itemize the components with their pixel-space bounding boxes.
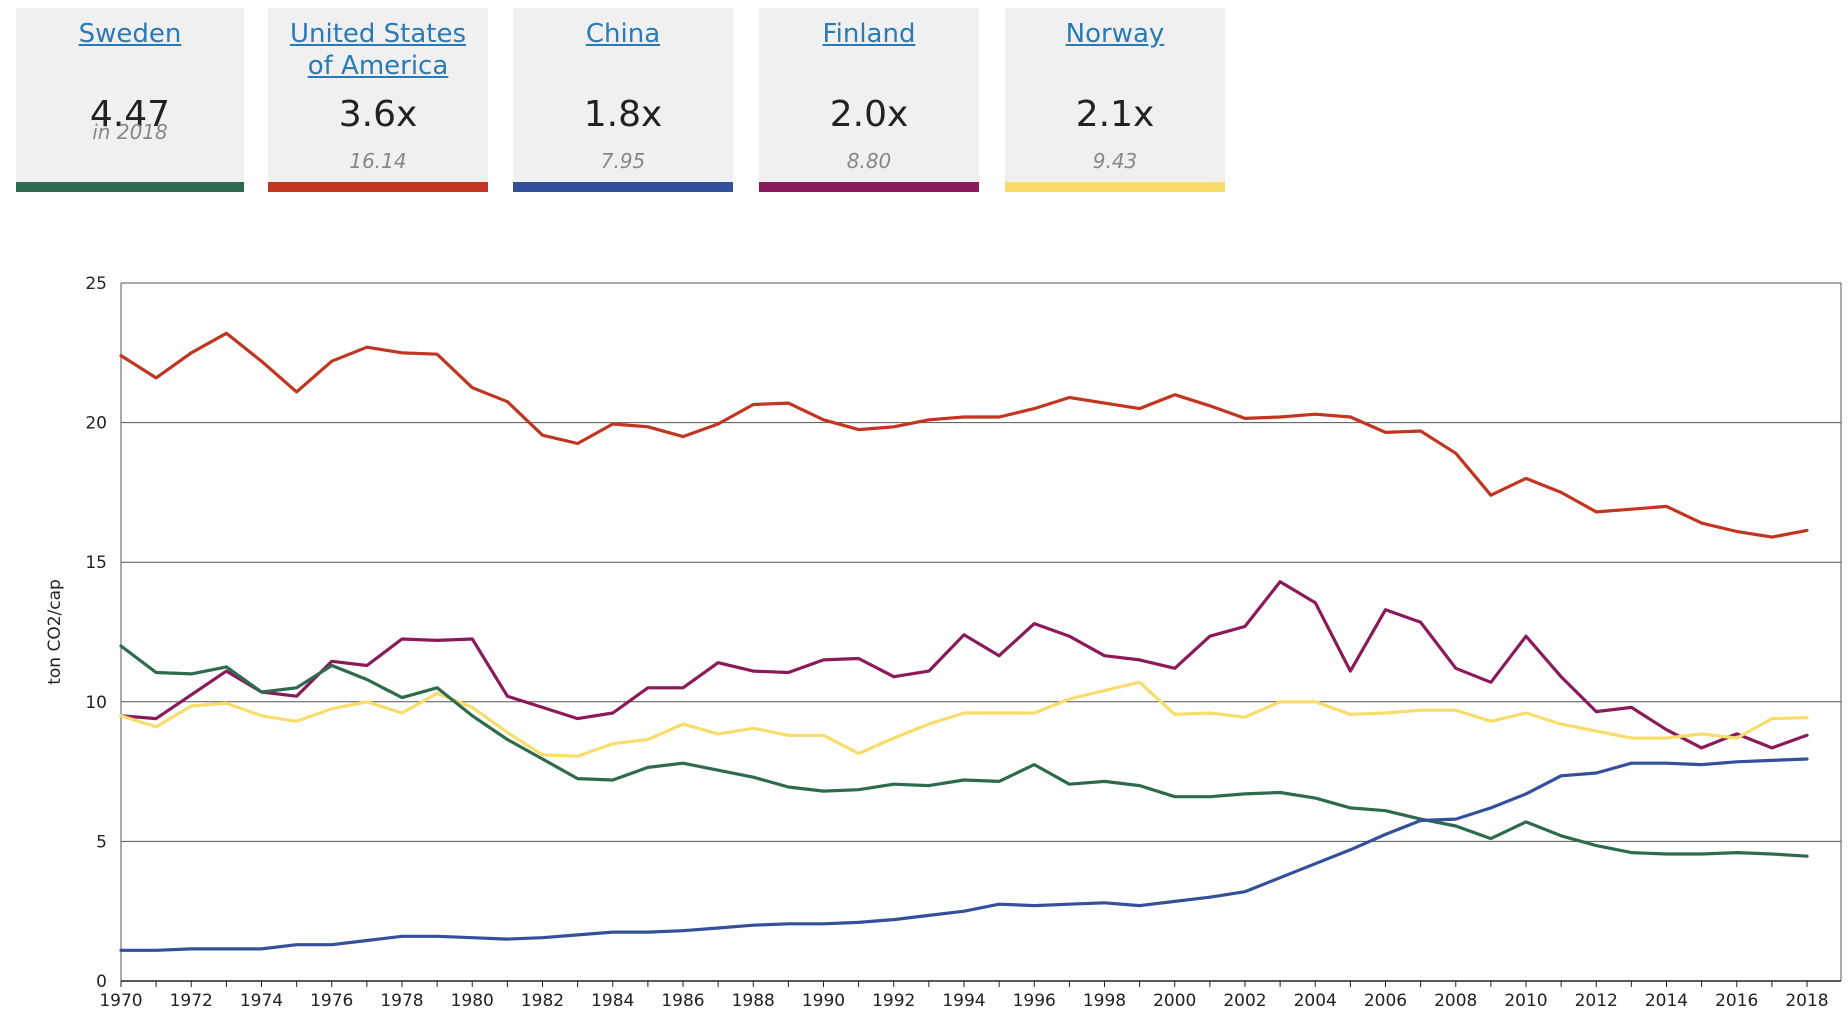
- x-tick-label: 1986: [661, 991, 704, 1011]
- x-tick-label: 1972: [170, 991, 213, 1011]
- x-tick-label: 2006: [1364, 991, 1407, 1011]
- x-tick-label: 1982: [521, 991, 564, 1011]
- card-value: 2.1x: [1075, 94, 1155, 135]
- country-link[interactable]: Norway: [1065, 19, 1165, 49]
- card-color-bar: [268, 182, 488, 192]
- x-tick-label: 1978: [380, 991, 423, 1011]
- series-line-china: [119, 757, 1809, 952]
- card-subvalue: in 2018: [92, 120, 168, 144]
- y-tick-label: 15: [85, 553, 107, 573]
- card-sweden: Sweden 4.47 in 2018: [16, 8, 244, 192]
- y-tick-label: 25: [85, 274, 107, 294]
- x-tick-label: 1988: [732, 991, 775, 1011]
- card-subvalue: 9.43: [1092, 149, 1138, 173]
- x-tick-label: 1990: [802, 991, 845, 1011]
- x-tick-label: 1992: [872, 991, 915, 1011]
- card-value: 4.47: [89, 94, 171, 135]
- x-tick-label: 1976: [310, 991, 353, 1011]
- series-line-sweden: [119, 644, 1809, 858]
- series-line-finland: [119, 580, 1809, 750]
- x-tick-label: 2002: [1223, 991, 1266, 1011]
- x-tick-label: 2008: [1434, 991, 1477, 1011]
- card-subvalue: 16.14: [349, 149, 407, 173]
- x-tick-label: 1984: [591, 991, 634, 1011]
- card-united-states-of-america: United States of America 3.6x 16.14: [268, 8, 488, 192]
- card-finland: Finland 2.0x 8.80: [759, 8, 979, 192]
- x-tick-label: 2000: [1153, 991, 1196, 1011]
- card-subvalue: 7.95: [600, 149, 646, 173]
- x-tick-label: 2004: [1294, 991, 1337, 1011]
- y-tick-label: 5: [96, 832, 107, 852]
- country-link[interactable]: China: [585, 19, 661, 49]
- country-link[interactable]: Sweden: [78, 19, 182, 49]
- x-tick-label: 1974: [240, 991, 283, 1011]
- series-line-norway: [119, 680, 1809, 758]
- x-tick-label: 2016: [1715, 991, 1758, 1011]
- y-tick-label: 10: [85, 693, 107, 713]
- y-tick-label: 0: [96, 972, 107, 992]
- x-tick-label: 1998: [1083, 991, 1126, 1011]
- country-link[interactable]: Finland: [822, 19, 916, 49]
- x-tick-label: 1970: [99, 991, 142, 1011]
- x-tick-label: 1994: [942, 991, 985, 1011]
- card-color-bar: [513, 182, 733, 192]
- country-link[interactable]: United States of America: [289, 19, 467, 81]
- x-tick-label: 1996: [1013, 991, 1056, 1011]
- card-norway: Norway 2.1x 9.43: [1005, 8, 1225, 192]
- card-value: 3.6x: [338, 94, 418, 135]
- card-color-bar: [16, 182, 244, 192]
- y-axis-label: ton CO2/cap: [45, 579, 65, 685]
- card-subvalue: 8.80: [846, 149, 892, 173]
- x-tick-label: 2012: [1575, 991, 1618, 1011]
- card-color-bar: [1005, 182, 1225, 192]
- summary-cards: Sweden 4.47 in 2018 United States of Americ…: [16, 8, 1456, 194]
- card-value: 1.8x: [583, 94, 663, 135]
- co2-per-capita-line-chart: 0 5 10 15 20 25 1970 1972 1974 1976 1978 1980 1982 19…: [45, 274, 1842, 1011]
- card-color-bar: [759, 182, 979, 192]
- series-line-united-states-of-america: [119, 331, 1809, 539]
- x-tick-label: 2010: [1504, 991, 1547, 1011]
- x-tick-label: 2018: [1785, 991, 1828, 1011]
- x-tick-label: 1980: [451, 991, 494, 1011]
- card-china: China 1.8x 7.95: [513, 8, 733, 192]
- card-value: 2.0x: [829, 94, 909, 135]
- y-tick-label: 20: [85, 414, 107, 434]
- x-tick-label: 2014: [1645, 991, 1688, 1011]
